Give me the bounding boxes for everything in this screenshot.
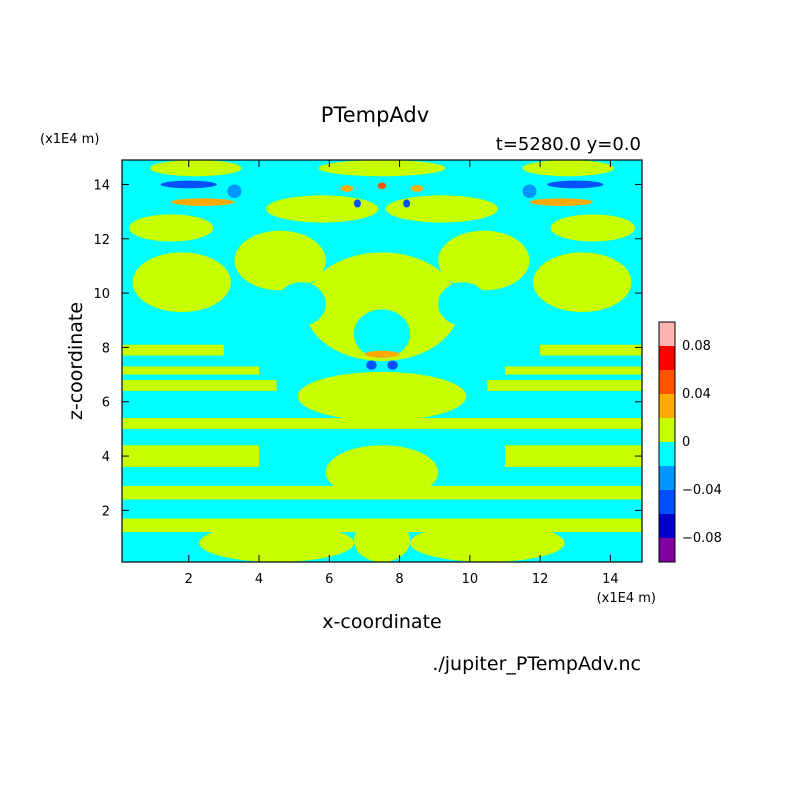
y-tick-label: 14 <box>93 178 110 193</box>
colorbar-tick-label: 0.08 <box>682 339 711 354</box>
contour-band <box>122 418 642 429</box>
contour-patch <box>366 360 377 370</box>
plot-frame <box>121 159 643 563</box>
contour-patch <box>276 282 326 326</box>
colorbar-tick-label: −0.04 <box>682 483 722 498</box>
contour-patch <box>297 371 467 421</box>
x-unit-label: (x1E4 m) <box>597 591 656 606</box>
x-tick-label: 2 <box>185 572 193 587</box>
y-tick-label: 2 <box>102 504 110 519</box>
contour-patch <box>132 252 231 313</box>
colorbar: 0.08 0.04 0 −0.04 −0.08 <box>658 321 722 563</box>
contour-patch <box>533 252 632 313</box>
contour-patch <box>234 230 326 291</box>
colorbar-swatch <box>659 538 675 562</box>
contour-patch <box>353 199 361 208</box>
contour-patch <box>364 350 400 358</box>
contour-patch <box>522 160 614 177</box>
contour-patch <box>403 199 411 208</box>
y-tick-label: 6 <box>102 396 110 411</box>
contour-band <box>122 380 277 391</box>
contour-patch <box>150 160 242 177</box>
contour-patch <box>438 282 488 326</box>
contour-patch <box>377 182 387 190</box>
contour-patch <box>547 180 604 189</box>
colorbar-swatch <box>659 370 675 394</box>
x-tick-label: 14 <box>602 572 619 587</box>
contour-patch <box>304 252 460 361</box>
contour-band <box>122 344 224 356</box>
colorbar-tick-label: −0.08 <box>682 531 722 546</box>
source-file-label: ./jupiter_PTempAdv.nc <box>432 653 641 675</box>
y-tick-label: 4 <box>102 450 110 465</box>
contour-band <box>540 344 642 356</box>
x-axis: 2 4 6 8 10 12 14 <box>185 160 619 587</box>
y-tick-label: 10 <box>93 287 110 302</box>
colorbar-swatch <box>659 442 675 466</box>
contour-patch <box>410 523 565 562</box>
colorbar-tick-label: 0 <box>682 435 690 450</box>
colorbar-swatch <box>659 346 675 370</box>
colorbar-swatch <box>659 418 675 442</box>
x-tick-label: 12 <box>532 572 549 587</box>
contour-patch <box>325 445 439 500</box>
contour-patch <box>160 180 217 189</box>
colorbar-tick-label: 0.04 <box>682 387 711 402</box>
chart-subtitle: t=5280.0 y=0.0 <box>496 134 641 155</box>
x-tick-label: 10 <box>462 572 479 587</box>
contour-patch <box>410 185 424 192</box>
contour-patch <box>199 523 354 562</box>
contour-patch <box>550 214 635 242</box>
colorbar-swatch <box>659 394 675 418</box>
contour-band <box>487 380 642 391</box>
contour-patch <box>385 195 498 223</box>
y-axis-label: z-coordinate <box>65 302 87 420</box>
contour-patch <box>387 360 398 370</box>
colorbar-swatch <box>659 490 675 514</box>
contour-patch <box>171 198 235 206</box>
x-tick-label: 6 <box>325 572 333 587</box>
x-tick-label: 8 <box>395 572 403 587</box>
contour-patch <box>353 518 411 562</box>
contour-patch <box>129 214 214 242</box>
contour-band <box>504 366 642 375</box>
contour-band <box>504 445 642 467</box>
contour-patch <box>522 184 537 199</box>
contour-band <box>122 445 260 467</box>
contour-patch <box>340 185 354 192</box>
chart-title: PTempAdv <box>321 103 429 127</box>
contour-patch <box>438 230 530 291</box>
colorbar-frame <box>658 321 676 563</box>
contour-patch <box>318 160 446 177</box>
x-axis-label: x-coordinate <box>322 611 441 633</box>
y-tick-label: 8 <box>102 341 110 356</box>
y-unit-label: (x1E4 m) <box>40 132 99 147</box>
contour-patch <box>266 195 379 223</box>
colorbar-swatch <box>659 466 675 490</box>
colorbar-swatch <box>659 322 675 346</box>
contour-patch <box>227 184 242 199</box>
contour-patch <box>353 309 411 359</box>
contour-field <box>122 160 642 562</box>
x-tick-label: 4 <box>255 572 263 587</box>
contour-patch <box>529 198 593 206</box>
y-axis: 2 4 6 8 10 12 14 <box>93 178 642 519</box>
contour-band <box>122 366 260 375</box>
colorbar-swatch <box>659 514 675 538</box>
y-tick-label: 12 <box>93 233 110 248</box>
